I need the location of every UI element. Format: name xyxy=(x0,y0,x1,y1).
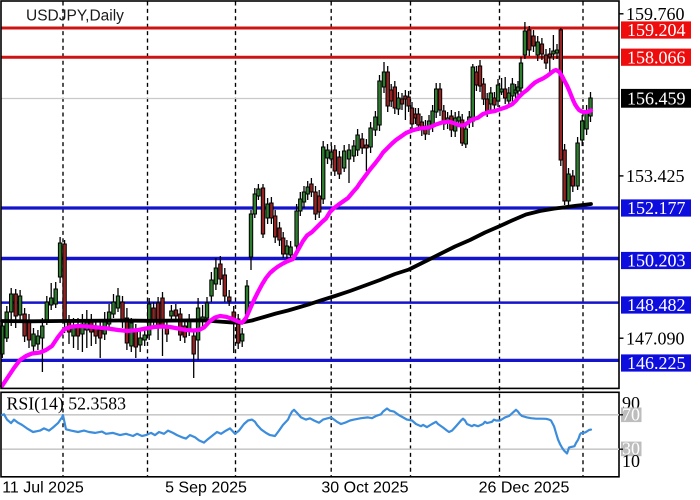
svg-text:RSI(14) 52.3583: RSI(14) 52.3583 xyxy=(7,394,127,415)
svg-text:153.425: 153.425 xyxy=(626,166,685,186)
svg-text:147.090: 147.090 xyxy=(626,329,685,349)
svg-text:26 Dec 2025: 26 Dec 2025 xyxy=(479,480,570,497)
svg-text:150.203: 150.203 xyxy=(627,251,686,271)
svg-text:156.459: 156.459 xyxy=(627,89,686,109)
svg-text:USDJPY,Daily: USDJPY,Daily xyxy=(26,8,124,25)
svg-text:30 Oct 2025: 30 Oct 2025 xyxy=(321,480,408,497)
svg-text:148.482: 148.482 xyxy=(627,295,686,315)
svg-text:70: 70 xyxy=(622,404,640,424)
svg-text:159.760: 159.760 xyxy=(626,4,685,24)
svg-text:30: 30 xyxy=(622,439,640,459)
svg-text:11 Jul 2025: 11 Jul 2025 xyxy=(2,480,84,497)
svg-text:146.225: 146.225 xyxy=(627,353,686,373)
svg-text:159.204: 159.204 xyxy=(627,20,686,40)
svg-text:10: 10 xyxy=(622,451,640,471)
svg-text:5 Sep 2025: 5 Sep 2025 xyxy=(165,480,247,497)
svg-text:158.066: 158.066 xyxy=(627,47,686,67)
svg-text:152.177: 152.177 xyxy=(627,198,686,218)
